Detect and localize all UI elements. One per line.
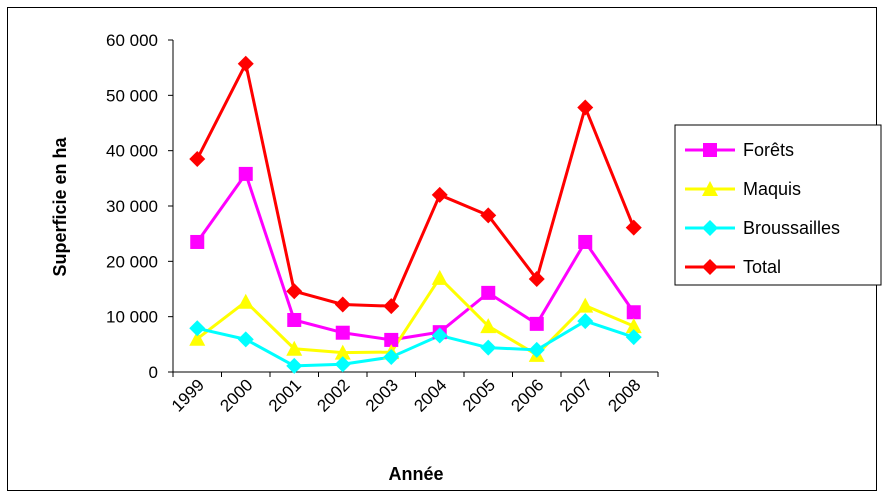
x-tick-label: 1999 [168, 375, 208, 415]
data-point-diamond [237, 55, 254, 72]
data-point-square [481, 285, 496, 300]
x-axis-title: Année [388, 464, 443, 484]
legend: Forêts Maquis Broussailles Total [674, 124, 882, 286]
series-lines [195, 62, 636, 368]
data-point-diamond [625, 219, 642, 236]
data-point-diamond [480, 207, 497, 224]
data-point-diamond [431, 186, 448, 203]
data-point-diamond [334, 356, 351, 373]
data-point-diamond [528, 271, 545, 288]
x-tick-label: 2004 [410, 375, 450, 415]
data-point-diamond [480, 339, 497, 356]
data-point-triangle [189, 330, 206, 346]
data-point-diamond [383, 298, 400, 315]
series-line-2 [196, 319, 635, 368]
data-point-triangle [625, 318, 642, 334]
y-tick-label: 20 000 [106, 252, 158, 271]
x-tick-label: 2003 [362, 375, 402, 415]
data-point-triangle [334, 344, 351, 360]
data-point-square [578, 234, 593, 249]
data-point-square [335, 325, 350, 340]
x-tick-label: 2008 [604, 375, 644, 415]
data-point-diamond [528, 341, 545, 358]
data-point-diamond [189, 320, 206, 337]
data-point-diamond [334, 296, 351, 313]
y-axis-ticks: 0 10 000 20 000 30 000 40 000 50 000 60 000 [106, 31, 173, 382]
data-point-triangle [286, 340, 303, 356]
data-point-triangle [577, 297, 594, 313]
y-tick-label: 0 [149, 363, 158, 382]
data-point-square [384, 332, 399, 347]
series-markers [189, 55, 642, 374]
y-tick-label: 50 000 [106, 86, 158, 105]
x-tick-label: 2000 [216, 375, 256, 415]
data-point-square [529, 316, 544, 331]
x-tick-label: 2002 [313, 375, 353, 415]
legend-entry-label: Broussailles [743, 218, 840, 238]
data-point-square [238, 166, 253, 181]
legend-entry-label: Total [743, 257, 781, 277]
data-point-diamond [237, 331, 254, 348]
data-point-square [287, 312, 302, 327]
legend-entry-label: Forêts [743, 140, 794, 160]
data-point-square [190, 234, 205, 249]
legend-entry-label: Maquis [743, 179, 801, 199]
y-axis-title: Superficie en ha [50, 136, 70, 276]
x-tick-label: 2007 [556, 375, 596, 415]
x-axis-ticks: 1999 2000 2001 2002 2003 2004 2005 2006 2007 2008 [168, 372, 659, 416]
y-tick-label: 40 000 [106, 142, 158, 161]
x-tick-label: 2006 [507, 375, 547, 415]
x-tick-label: 2001 [265, 375, 305, 415]
data-point-diamond [431, 327, 448, 344]
data-point-diamond [702, 220, 718, 236]
data-point-triangle [480, 318, 497, 334]
data-point-diamond [577, 313, 594, 330]
data-point-diamond [625, 329, 642, 346]
series-line-1 [196, 276, 635, 357]
data-point-diamond [286, 283, 303, 300]
data-point-diamond [577, 99, 594, 116]
data-point-diamond [286, 357, 303, 374]
y-tick-label: 30 000 [106, 197, 158, 216]
series-line-0 [196, 172, 635, 342]
data-point-diamond [702, 259, 718, 275]
data-point-diamond [189, 150, 206, 167]
data-point-square [703, 143, 717, 157]
data-point-triangle [431, 269, 448, 285]
y-tick-label: 10 000 [106, 308, 158, 327]
data-point-diamond [383, 349, 400, 366]
data-point-triangle [237, 293, 254, 309]
series-line-3 [195, 62, 636, 308]
data-point-square [626, 305, 641, 320]
y-tick-label: 60 000 [106, 31, 158, 50]
data-point-triangle [702, 181, 718, 196]
x-tick-label: 2005 [459, 375, 499, 415]
